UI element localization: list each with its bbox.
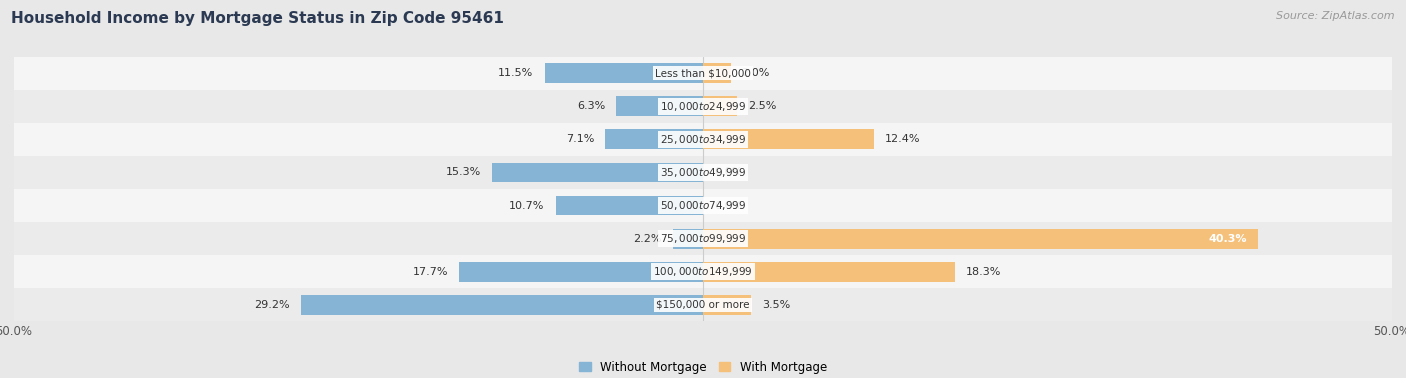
Text: 7.1%: 7.1% xyxy=(565,135,595,144)
Text: 18.3%: 18.3% xyxy=(966,267,1001,277)
Bar xyxy=(14,156,1392,189)
Text: $75,000 to $99,999: $75,000 to $99,999 xyxy=(659,232,747,245)
Text: 10.7%: 10.7% xyxy=(509,201,544,211)
Text: Source: ZipAtlas.com: Source: ZipAtlas.com xyxy=(1277,11,1395,21)
Bar xyxy=(14,57,1392,90)
Bar xyxy=(492,163,703,182)
Text: $100,000 to $149,999: $100,000 to $149,999 xyxy=(654,265,752,278)
Text: 40.3%: 40.3% xyxy=(1209,234,1247,243)
Bar xyxy=(14,288,1392,321)
Text: 0.0%: 0.0% xyxy=(714,167,742,177)
Bar xyxy=(703,63,731,83)
Text: $10,000 to $24,999: $10,000 to $24,999 xyxy=(659,100,747,113)
Text: $35,000 to $49,999: $35,000 to $49,999 xyxy=(659,166,747,179)
Bar xyxy=(605,129,703,149)
Text: 6.3%: 6.3% xyxy=(576,101,605,111)
Text: 2.2%: 2.2% xyxy=(633,234,662,243)
Text: 2.0%: 2.0% xyxy=(741,68,770,78)
Bar xyxy=(14,90,1392,123)
Legend: Without Mortgage, With Mortgage: Without Mortgage, With Mortgage xyxy=(579,361,827,373)
Text: 2.5%: 2.5% xyxy=(748,101,778,111)
Bar xyxy=(703,295,751,314)
Text: $50,000 to $74,999: $50,000 to $74,999 xyxy=(659,199,747,212)
Text: Household Income by Mortgage Status in Zip Code 95461: Household Income by Mortgage Status in Z… xyxy=(11,11,505,26)
Bar xyxy=(703,229,1258,249)
Text: 15.3%: 15.3% xyxy=(446,167,481,177)
Text: 11.5%: 11.5% xyxy=(498,68,533,78)
Text: 17.7%: 17.7% xyxy=(412,267,449,277)
Bar xyxy=(14,189,1392,222)
Text: 29.2%: 29.2% xyxy=(254,300,290,310)
Bar xyxy=(14,255,1392,288)
Bar xyxy=(544,63,703,83)
Bar xyxy=(703,129,875,149)
Text: 12.4%: 12.4% xyxy=(884,135,921,144)
Text: $150,000 or more: $150,000 or more xyxy=(657,300,749,310)
Bar xyxy=(616,96,703,116)
Text: $25,000 to $34,999: $25,000 to $34,999 xyxy=(659,133,747,146)
Bar xyxy=(703,96,738,116)
Bar xyxy=(301,295,703,314)
Text: 0.0%: 0.0% xyxy=(714,201,742,211)
Bar xyxy=(703,262,955,282)
Text: Less than $10,000: Less than $10,000 xyxy=(655,68,751,78)
Bar xyxy=(14,222,1392,255)
Text: 3.5%: 3.5% xyxy=(762,300,790,310)
Bar xyxy=(460,262,703,282)
Bar xyxy=(14,123,1392,156)
Bar xyxy=(555,195,703,215)
Bar xyxy=(672,229,703,249)
